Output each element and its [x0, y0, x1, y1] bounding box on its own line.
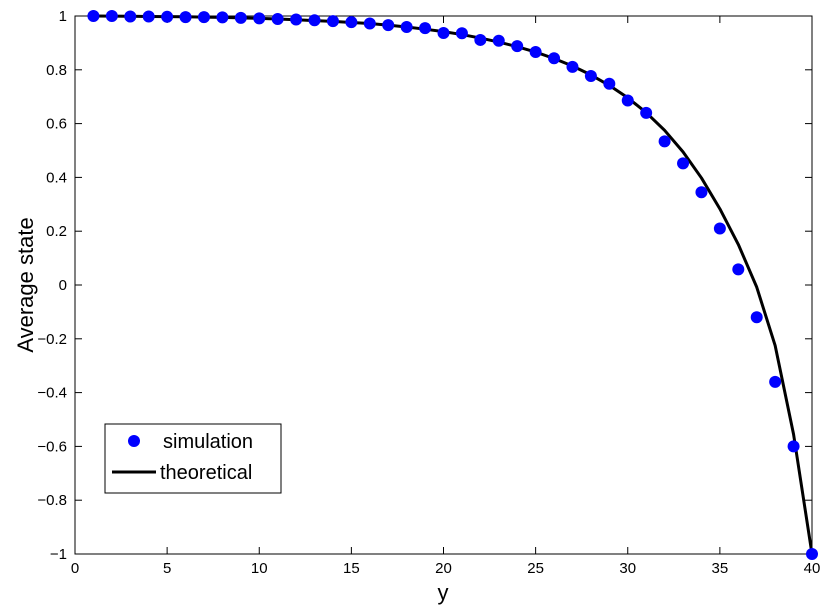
legend-simulation-label: simulation — [163, 431, 253, 453]
simulation-point — [290, 13, 303, 26]
simulation-point — [326, 15, 339, 28]
simulation-point — [234, 11, 247, 24]
y-tick-label: 0.8 — [46, 62, 67, 79]
legend: simulation theoretical — [104, 423, 282, 494]
simulation-point — [732, 263, 745, 276]
simulation-point — [308, 14, 321, 27]
simulation-point — [419, 22, 432, 35]
simulation-point — [161, 10, 174, 23]
simulation-point — [695, 186, 708, 199]
simulation-point — [566, 60, 579, 73]
x-tick-label: 0 — [71, 560, 79, 577]
legend-theoretical-label: theoretical — [160, 462, 252, 484]
y-tick-label: 1 — [59, 8, 67, 25]
simulation-point — [345, 16, 358, 29]
simulation-point — [271, 12, 284, 25]
simulation-point — [492, 34, 505, 47]
y-axis-title: Average state — [13, 217, 38, 352]
simulation-point — [197, 11, 210, 24]
theoretical-line — [93, 14, 814, 555]
x-axis-title: y — [438, 580, 449, 605]
y-axis-ticks: −1 −0.8 −0.6 −0.4 −0.2 0 0.2 0.4 0.6 0.8 1 — [37, 8, 812, 563]
y-tick-label: −0.6 — [37, 438, 67, 455]
simulation-point — [455, 27, 468, 40]
simulation-point — [806, 548, 818, 560]
y-tick-label: 0.2 — [46, 223, 67, 240]
simulation-series — [87, 10, 818, 560]
simulation-point — [548, 52, 561, 65]
simulation-point — [216, 11, 229, 24]
simulation-point — [142, 10, 155, 23]
legend-simulation-marker — [128, 435, 140, 447]
simulation-point — [363, 17, 376, 30]
simulation-point — [179, 11, 192, 24]
simulation-point — [474, 33, 487, 46]
x-tick-label: 10 — [251, 560, 268, 577]
x-axis-ticks: 0 5 10 15 20 25 30 35 40 — [71, 16, 821, 577]
x-tick-label: 35 — [712, 560, 729, 577]
x-tick-label: 40 — [804, 560, 821, 577]
y-tick-label: −0.8 — [37, 492, 67, 509]
x-tick-label: 5 — [163, 560, 171, 577]
simulation-point — [750, 311, 763, 324]
simulation-point — [87, 10, 100, 22]
simulation-point — [511, 40, 524, 53]
simulation-point — [584, 69, 597, 82]
y-tick-label: −1 — [50, 546, 67, 563]
theoretical-series — [93, 14, 814, 555]
simulation-point — [621, 94, 634, 107]
simulation-point — [787, 440, 800, 453]
x-tick-label: 20 — [435, 560, 452, 577]
y-tick-label: 0.4 — [46, 169, 67, 186]
x-tick-label: 15 — [343, 560, 360, 577]
simulation-point — [400, 21, 413, 34]
x-tick-label: 25 — [527, 560, 544, 577]
y-tick-label: 0 — [59, 277, 67, 294]
simulation-point — [382, 19, 395, 32]
simulation-point — [603, 77, 616, 90]
simulation-point — [437, 26, 450, 39]
simulation-point — [529, 46, 542, 59]
simulation-point — [640, 106, 653, 119]
simulation-point — [105, 10, 118, 22]
simulation-point — [124, 10, 137, 23]
simulation-point — [658, 135, 671, 148]
y-tick-label: 0.6 — [46, 116, 67, 133]
x-tick-label: 30 — [619, 560, 636, 577]
simulation-point — [253, 12, 266, 25]
simulation-point — [713, 222, 726, 235]
simulation-point — [677, 157, 690, 170]
simulation-point — [769, 375, 782, 388]
y-tick-label: −0.4 — [37, 385, 67, 402]
y-tick-label: −0.2 — [37, 331, 67, 348]
